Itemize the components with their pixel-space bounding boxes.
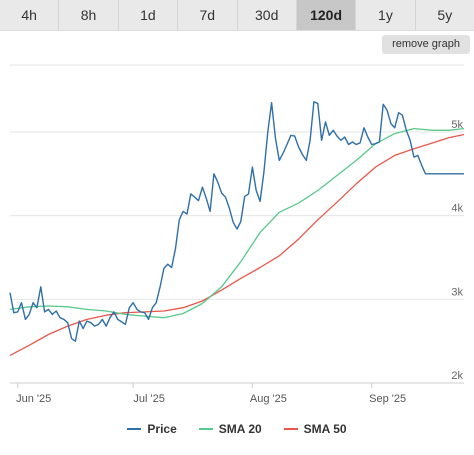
x-tick-label: Jun '25 — [16, 393, 51, 405]
legend-label: SMA 50 — [303, 422, 347, 436]
legend-label: Price — [147, 422, 177, 436]
legend-item-price[interactable]: Price — [127, 420, 177, 438]
legend-item-sma-50[interactable]: SMA 50 — [283, 420, 347, 438]
y-tick-label: 3k — [451, 286, 463, 298]
tab-1y[interactable]: 1y — [356, 0, 416, 30]
legend-swatch — [198, 428, 213, 430]
legend-label: SMA 20 — [218, 422, 262, 436]
price-line — [9, 101, 464, 342]
tab-8h[interactable]: 8h — [59, 0, 119, 30]
legend-swatch — [283, 428, 298, 430]
y-tick-label: 4k — [451, 203, 463, 215]
sma-20-line — [9, 127, 465, 319]
x-tick-label: Aug '25 — [250, 393, 287, 405]
sma-50-line — [9, 133, 465, 356]
y-tick-label: 2k — [451, 370, 463, 382]
tab-7d[interactable]: 7d — [178, 0, 238, 30]
x-tick-label: Sep '25 — [369, 393, 406, 405]
timeframe-tabs: 4h 8h 1d 7d 30d 120d 1y 5y — [0, 0, 474, 31]
x-tick-label: Jul '25 — [133, 393, 164, 405]
tab-1d[interactable]: 1d — [118, 0, 179, 30]
y-tick-label: 5k — [451, 119, 463, 131]
tab-30d[interactable]: 30d — [237, 0, 297, 30]
legend-swatch — [127, 428, 142, 430]
tab-5y[interactable]: 5y — [415, 0, 474, 30]
tab-4h[interactable]: 4h — [0, 0, 60, 30]
remove-graph-button[interactable]: remove graph — [382, 35, 470, 54]
tab-120d[interactable]: 120d — [296, 0, 357, 30]
chart-legend: Price SMA 20 SMA 50 — [0, 420, 474, 438]
legend-item-sma-20[interactable]: SMA 20 — [198, 420, 262, 438]
